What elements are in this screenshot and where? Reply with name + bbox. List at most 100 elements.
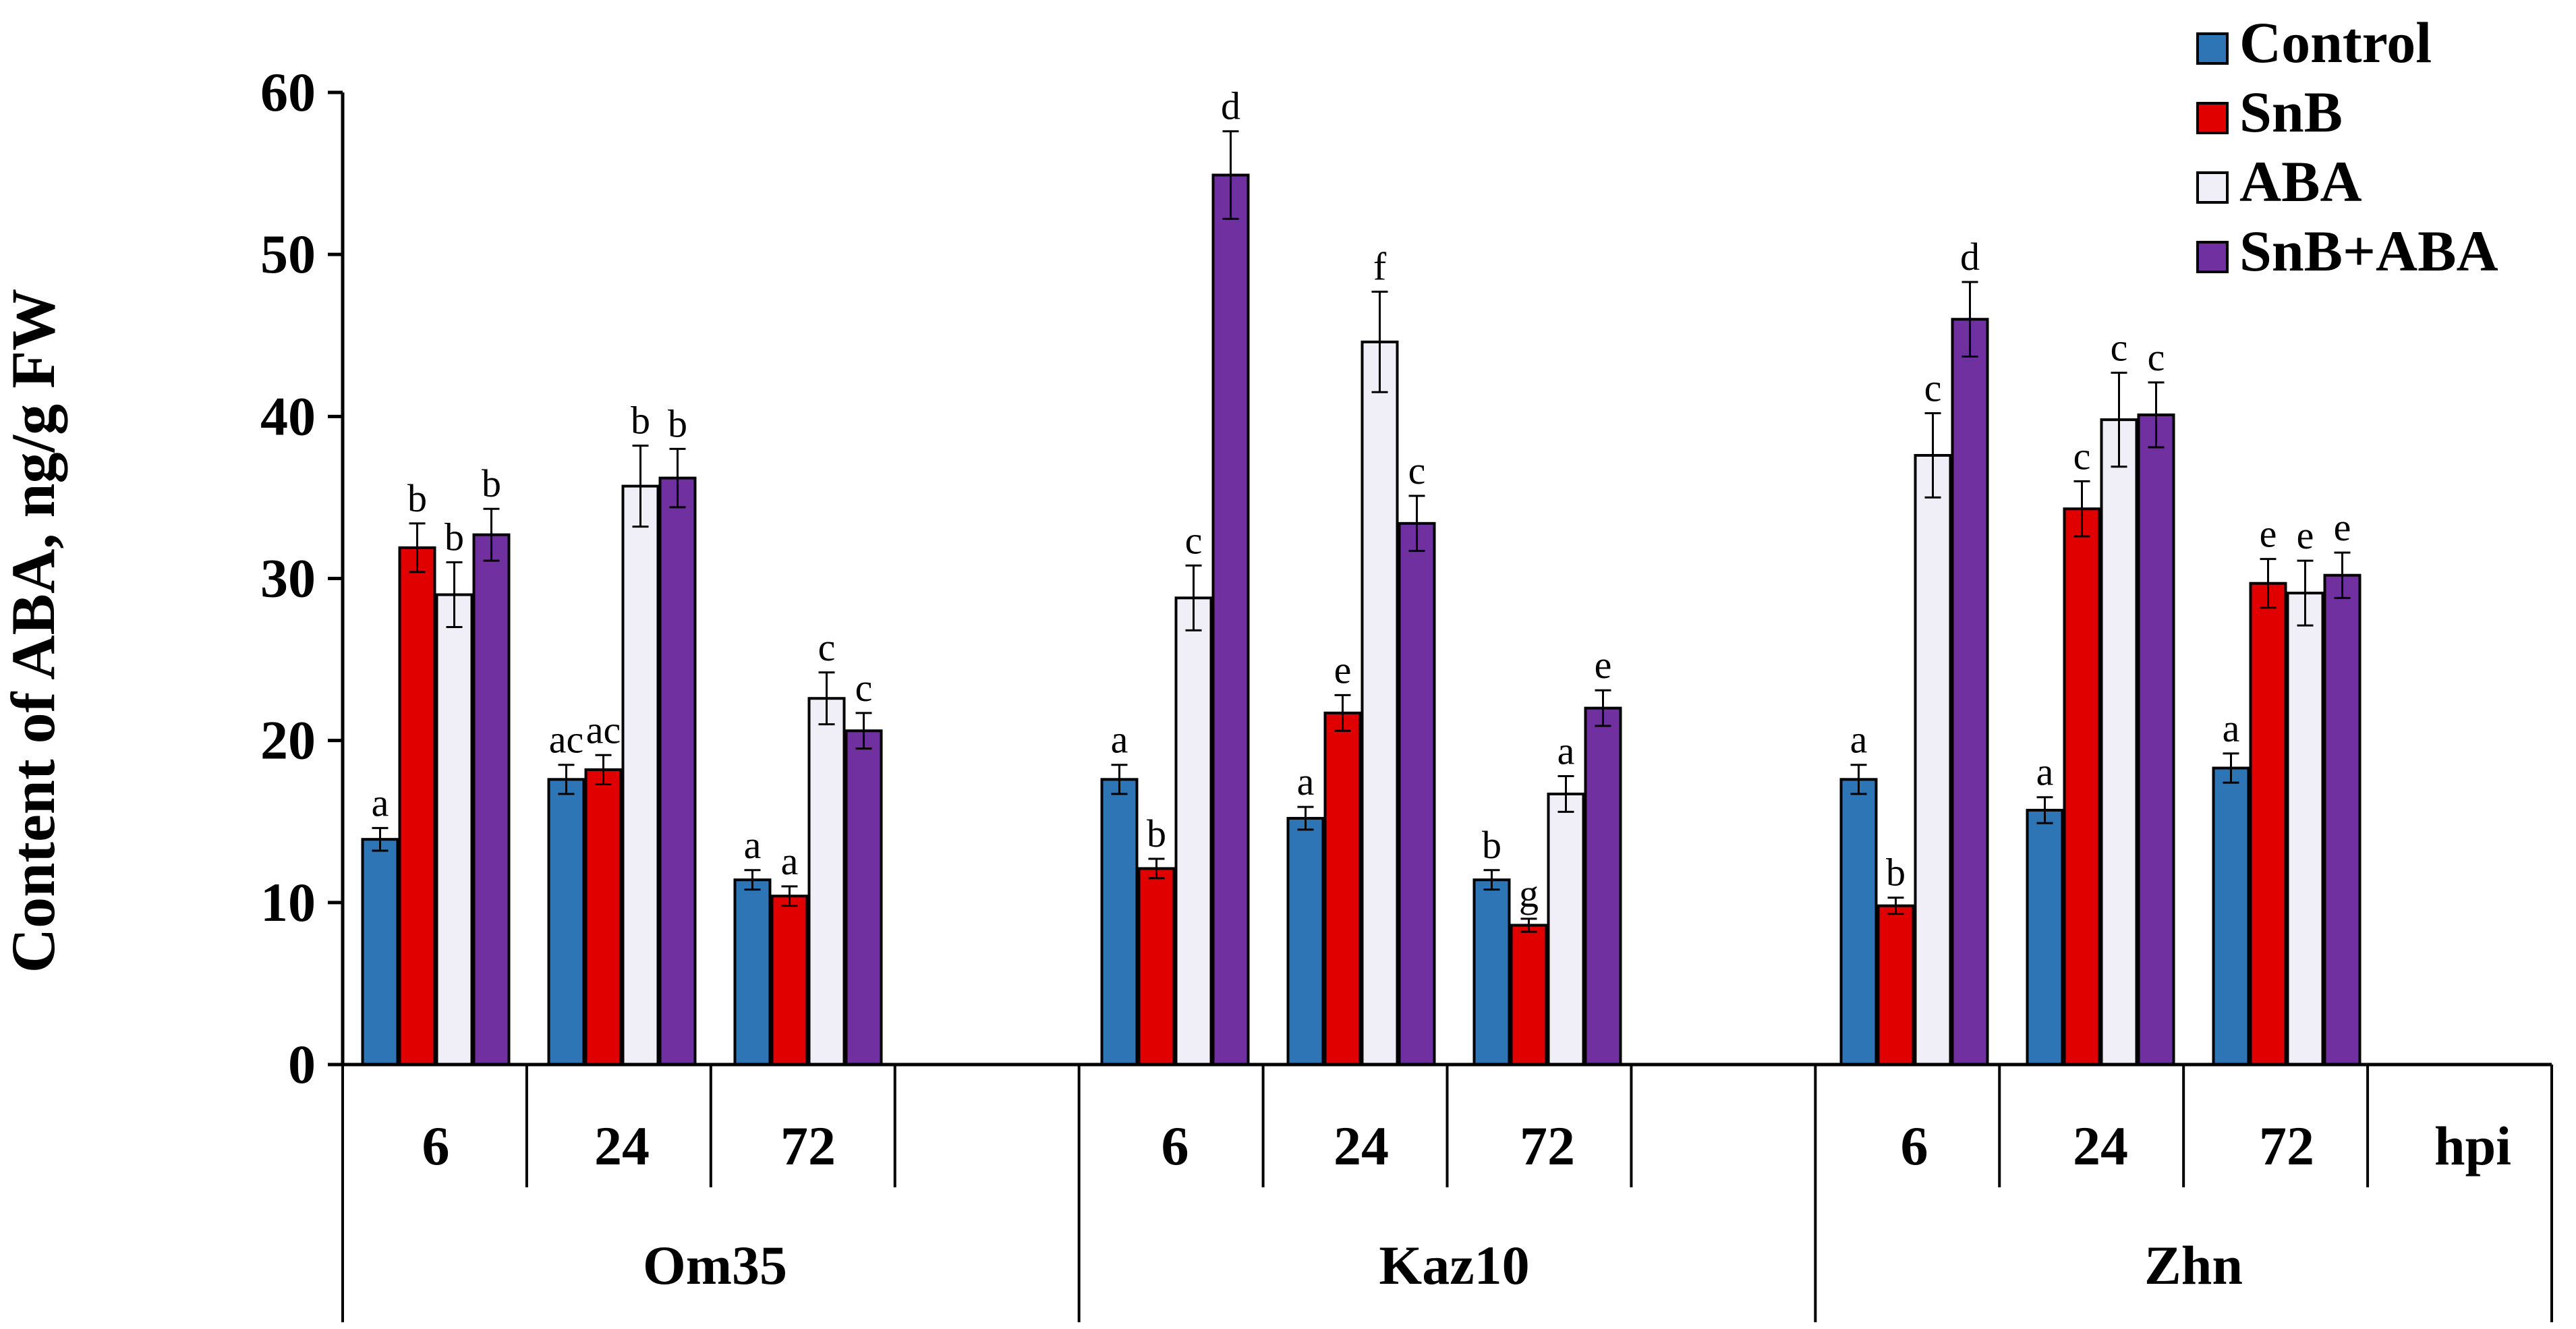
bar-zhn-6-aba xyxy=(1914,453,1952,1066)
significance-letter: b xyxy=(668,401,687,445)
significance-letter: g xyxy=(1519,872,1539,915)
significance-letter: ac xyxy=(586,708,621,752)
time-label: 72 xyxy=(1520,1115,1575,1177)
significance-letter: c xyxy=(2073,434,2091,478)
legend-label: Control xyxy=(2239,10,2432,75)
significance-letter: b xyxy=(1147,812,1166,855)
significance-letter: e xyxy=(2297,513,2314,557)
significance-letter: a xyxy=(1850,718,1868,762)
legend-swatch-control xyxy=(2196,32,2229,65)
time-label: 24 xyxy=(1334,1115,1389,1177)
significance-letter: a xyxy=(744,823,762,867)
bar-om35-6-snb-aba xyxy=(472,533,511,1066)
y-tick-label: 30 xyxy=(260,548,316,609)
y-tick-label: 0 xyxy=(288,1034,316,1095)
category-axis: 6 24 72 Om35 6 24 72 Kaz10 6 24 72 Zhn hpi xyxy=(341,1065,2553,1322)
significance-letter: a xyxy=(2036,750,2054,794)
bar-zhn-72-snb-aba xyxy=(2323,573,2362,1066)
time-label: 72 xyxy=(780,1115,836,1177)
significance-letter: b xyxy=(407,476,427,520)
bar-kaz10-6-aba xyxy=(1174,596,1213,1066)
significance-letter: a xyxy=(1297,760,1315,803)
y-tick-label: 40 xyxy=(260,385,316,447)
time-label: 6 xyxy=(422,1115,450,1177)
bar-kaz10-24-snb xyxy=(1323,711,1362,1067)
bar-om35-24-snb xyxy=(584,768,623,1066)
bar-kaz10-72-aba xyxy=(1547,792,1585,1066)
y-axis-label: Content of ABA, ng/g FW xyxy=(0,289,67,973)
y-tick-label: 50 xyxy=(260,223,316,285)
significance-letter: b xyxy=(482,461,501,505)
bar-kaz10-6-control xyxy=(1100,778,1139,1066)
group-label-om35: Om35 xyxy=(643,1235,787,1296)
bar-zhn-24-snb-aba xyxy=(2137,413,2175,1066)
bar-kaz10-72-snb xyxy=(1510,924,1548,1066)
significance-letter: d xyxy=(1960,235,1980,279)
bar-om35-72-aba xyxy=(807,697,846,1067)
significance-letter: b xyxy=(631,399,650,443)
significance-letter: b xyxy=(445,515,464,559)
bar-zhn-72-control xyxy=(2212,766,2250,1066)
bar-om35-6-control xyxy=(361,838,399,1066)
significance-letter: c xyxy=(855,666,873,710)
significance-letter: e xyxy=(2260,512,2277,556)
significance-letter: a xyxy=(781,839,799,883)
significance-letter: ac xyxy=(549,718,584,762)
time-label: 72 xyxy=(2259,1115,2314,1177)
bar-zhn-24-aba xyxy=(2100,418,2138,1066)
significance-letter: e xyxy=(1595,643,1612,687)
significance-letter: c xyxy=(818,625,836,669)
bar-zhn-6-snb xyxy=(1877,904,1915,1067)
bar-kaz10-6-snb xyxy=(1137,867,1176,1066)
bar-zhn-72-aba xyxy=(2286,592,2324,1066)
bar-zhn-24-control xyxy=(2026,808,2064,1067)
legend-label: SnB xyxy=(2239,80,2343,144)
bar-zhn-24-snb xyxy=(2063,507,2101,1066)
time-unit-label: hpi xyxy=(2434,1115,2511,1177)
bar-kaz10-24-aba xyxy=(1361,340,1399,1066)
bar-kaz10-6-snb-aba xyxy=(1211,173,1250,1066)
bar-om35-6-snb xyxy=(398,546,436,1066)
bar-kaz10-72-snb-aba xyxy=(1584,706,1622,1066)
significance-letter: c xyxy=(1408,449,1426,492)
bar-om35-72-snb xyxy=(770,895,809,1067)
significance-letter: e xyxy=(1334,648,1352,691)
bar-kaz10-72-control xyxy=(1472,878,1511,1066)
significance-letter: a xyxy=(1557,729,1575,773)
bar-kaz10-24-control xyxy=(1286,816,1325,1066)
significance-letter: b xyxy=(1886,851,1906,895)
time-label: 6 xyxy=(1901,1115,1928,1177)
bar-zhn-6-snb-aba xyxy=(1951,318,1989,1067)
bar-zhn-72-snb xyxy=(2249,582,2287,1066)
time-label: 6 xyxy=(1162,1115,1189,1177)
legend-label: ABA xyxy=(2239,149,2362,214)
significance-letter: b xyxy=(1482,823,1501,867)
time-label: 24 xyxy=(2073,1115,2128,1177)
significance-letter: a xyxy=(1111,718,1128,762)
bar-om35-72-snb-aba xyxy=(845,729,883,1067)
legend-swatch-aba xyxy=(2196,171,2229,204)
bar-om35-24-aba xyxy=(621,484,660,1066)
y-tick-label: 20 xyxy=(260,710,316,771)
bar-zhn-6-control xyxy=(1839,778,1878,1066)
significance-letter: a xyxy=(2223,706,2240,750)
significance-letter: c xyxy=(2111,325,2128,369)
bar-om35-24-control xyxy=(547,778,585,1066)
significance-letter: d xyxy=(1221,84,1240,128)
y-tick-label: 10 xyxy=(260,872,316,933)
significance-letter: c xyxy=(1924,366,1942,410)
legend-swatch-snb-aba xyxy=(2196,241,2229,273)
bar-om35-24-snb-aba xyxy=(658,476,697,1066)
bar-om35-72-control xyxy=(733,878,772,1066)
y-tick-label: 60 xyxy=(260,61,316,123)
significance-letter: c xyxy=(1185,518,1203,562)
significance-letter: f xyxy=(1373,244,1387,288)
legend-label: SnB+ABA xyxy=(2239,219,2498,283)
time-label: 24 xyxy=(594,1115,650,1177)
significance-letter: c xyxy=(2148,335,2165,379)
bar-om35-6-aba xyxy=(435,593,474,1066)
significance-letter: a xyxy=(372,781,389,824)
